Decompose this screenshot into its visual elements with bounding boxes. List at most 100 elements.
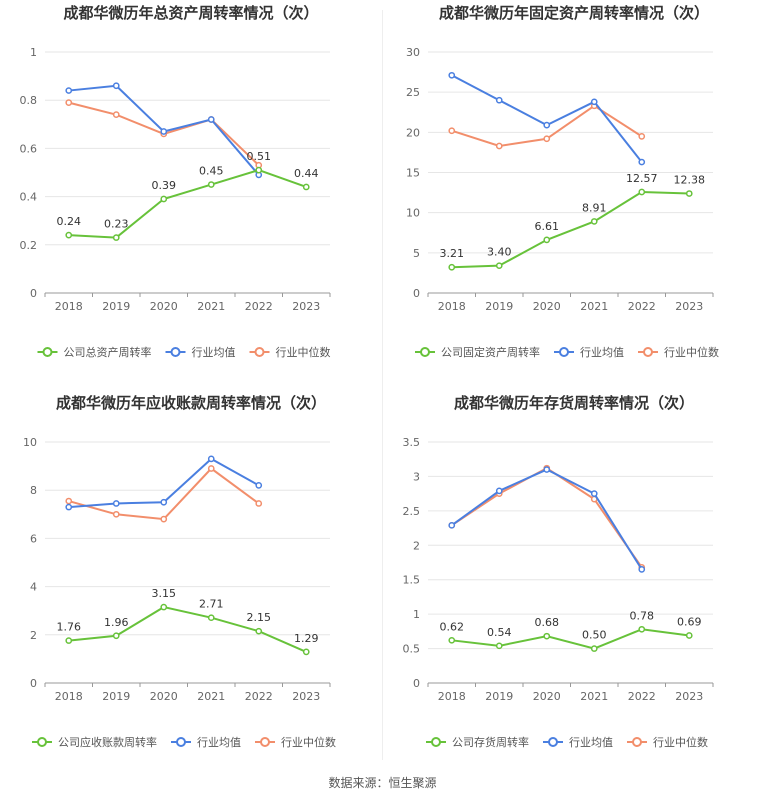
data-point: [65, 231, 73, 239]
data-point: [638, 625, 646, 633]
x-tick-label: 2023: [292, 690, 320, 703]
data-point: [207, 465, 215, 472]
data-point: [590, 490, 598, 497]
data-point: [207, 181, 215, 188]
y-tick-label: 20: [406, 126, 420, 139]
series-line: [451, 468, 643, 570]
data-point: [160, 603, 168, 611]
data-point: [448, 521, 456, 529]
data-label: 12.38: [674, 174, 706, 187]
chart-panel-inventory-turnover: 成都华微历年存货周转率情况（次） 0 0.5 1 1.5 2 2.5 3 3.5 2018 201…: [383, 390, 765, 780]
data-point: [543, 121, 551, 129]
y-tick-label: 5: [413, 247, 420, 260]
y-tick-label: 4: [30, 581, 37, 594]
data-point: [543, 135, 551, 143]
chart-title: 成都华微历年固定资产周转率情况（次）: [438, 4, 709, 22]
data-label: 0.23: [104, 218, 129, 231]
legend-swatch-marker: [37, 737, 47, 747]
y-tick-label: 1.5: [403, 574, 421, 587]
legend-label: 行业均值: [192, 346, 236, 359]
x-tick-label: 2020: [150, 690, 178, 703]
data-label: 0.69: [677, 615, 702, 628]
data-label: 3.40: [487, 246, 512, 259]
data-point: [448, 636, 456, 644]
data-point: [112, 632, 120, 640]
series-line: [451, 191, 690, 269]
legend-label: 公司总资产周转率: [64, 345, 152, 359]
data-label: 1.96: [104, 616, 129, 629]
y-tick-label: 1: [30, 46, 37, 59]
data-point: [495, 96, 503, 104]
data-label: 1.76: [57, 621, 82, 634]
y-tick-label: 3: [413, 470, 420, 483]
chart-title: 成都华微历年存货周转率情况（次）: [453, 394, 694, 412]
legend-label: 公司固定资产周转率: [441, 345, 540, 359]
legend-label: 行业均值: [580, 346, 624, 359]
data-label: 3.15: [152, 587, 177, 600]
chart-svg: 0 2 4 6 8 10 2018 2019 2020 2021 2022 2023 1.76 1.96 3…: [23, 436, 336, 749]
data-label: 1.29: [294, 632, 319, 645]
legend-swatch-marker: [420, 347, 430, 357]
legend-label: 公司应收账款周转率: [58, 735, 157, 749]
x-tick-label: 2021: [197, 300, 225, 313]
data-point: [65, 503, 73, 511]
data-label: 0.62: [440, 620, 465, 633]
legend-swatch-marker: [431, 737, 441, 747]
series-line: [451, 467, 643, 568]
y-tick-label: 10: [23, 436, 37, 449]
legend-label: 行业中位数: [281, 735, 336, 749]
data-point: [112, 234, 120, 241]
legend-swatch-marker: [42, 347, 53, 357]
data-source-note: 数据来源：恒生聚源: [328, 776, 437, 790]
x-tick-label: 2022: [628, 690, 656, 703]
y-tick-label: 6: [30, 532, 37, 545]
legend-label: 行业中位数: [653, 735, 708, 749]
data-point: [590, 645, 598, 652]
y-tick-label: 1: [413, 608, 420, 621]
x-tick-label: 2019: [485, 300, 513, 313]
chart-title: 成都华微历年应收账款周转率情况（次）: [55, 394, 326, 412]
y-tick-label: 0.8: [20, 94, 38, 107]
y-tick-label: 0.6: [20, 142, 38, 155]
data-point: [302, 183, 310, 191]
legend-swatch-marker: [632, 737, 642, 747]
data-label: 0.50: [582, 629, 607, 642]
data-point: [302, 648, 310, 656]
data-point: [207, 614, 215, 622]
data-label: 0.39: [152, 179, 177, 192]
x-tick-label: 2022: [245, 690, 273, 703]
legend-swatch-marker: [176, 737, 186, 747]
data-label: 0.24: [57, 215, 82, 228]
x-tick-label: 2020: [533, 300, 561, 313]
data-point: [255, 627, 263, 635]
x-tick-label: 2023: [675, 300, 703, 313]
y-tick-label: 30: [406, 46, 420, 59]
data-point: [65, 637, 73, 644]
data-label: 3.21: [440, 247, 465, 260]
data-label: 0.44: [294, 167, 319, 180]
data-point: [255, 166, 263, 174]
data-point: [638, 188, 646, 196]
data-point: [590, 218, 598, 225]
data-point: [495, 642, 503, 650]
data-label: 6.61: [535, 220, 560, 233]
data-point: [685, 632, 693, 639]
chart-panel-total-asset-turnover: 成都华微历年总资产周转率情况（次） 0 0.2 0.4 0.6 0.8 1 2018 2019…: [0, 0, 382, 390]
data-point: [495, 142, 503, 150]
chart-panel-receivables-turnover: 成都华微历年应收账款周转率情况（次） 0 2 4 6 8 10 2018 2019 2020 20…: [0, 390, 382, 780]
data-label: 8.91: [582, 201, 607, 214]
legend-swatch-marker: [548, 737, 558, 747]
data-point: [590, 98, 598, 106]
data-label: 0.45: [199, 165, 224, 178]
series-line: [68, 169, 307, 239]
x-tick-label: 2018: [55, 300, 83, 313]
x-tick-label: 2021: [197, 690, 225, 703]
data-point: [65, 497, 73, 505]
data-label: 2.15: [247, 611, 272, 624]
data-point: [543, 466, 551, 473]
data-label: 0.78: [630, 609, 655, 622]
x-tick-label: 2019: [102, 690, 130, 703]
data-point: [255, 500, 263, 507]
data-point: [448, 263, 456, 271]
data-point: [255, 482, 263, 489]
